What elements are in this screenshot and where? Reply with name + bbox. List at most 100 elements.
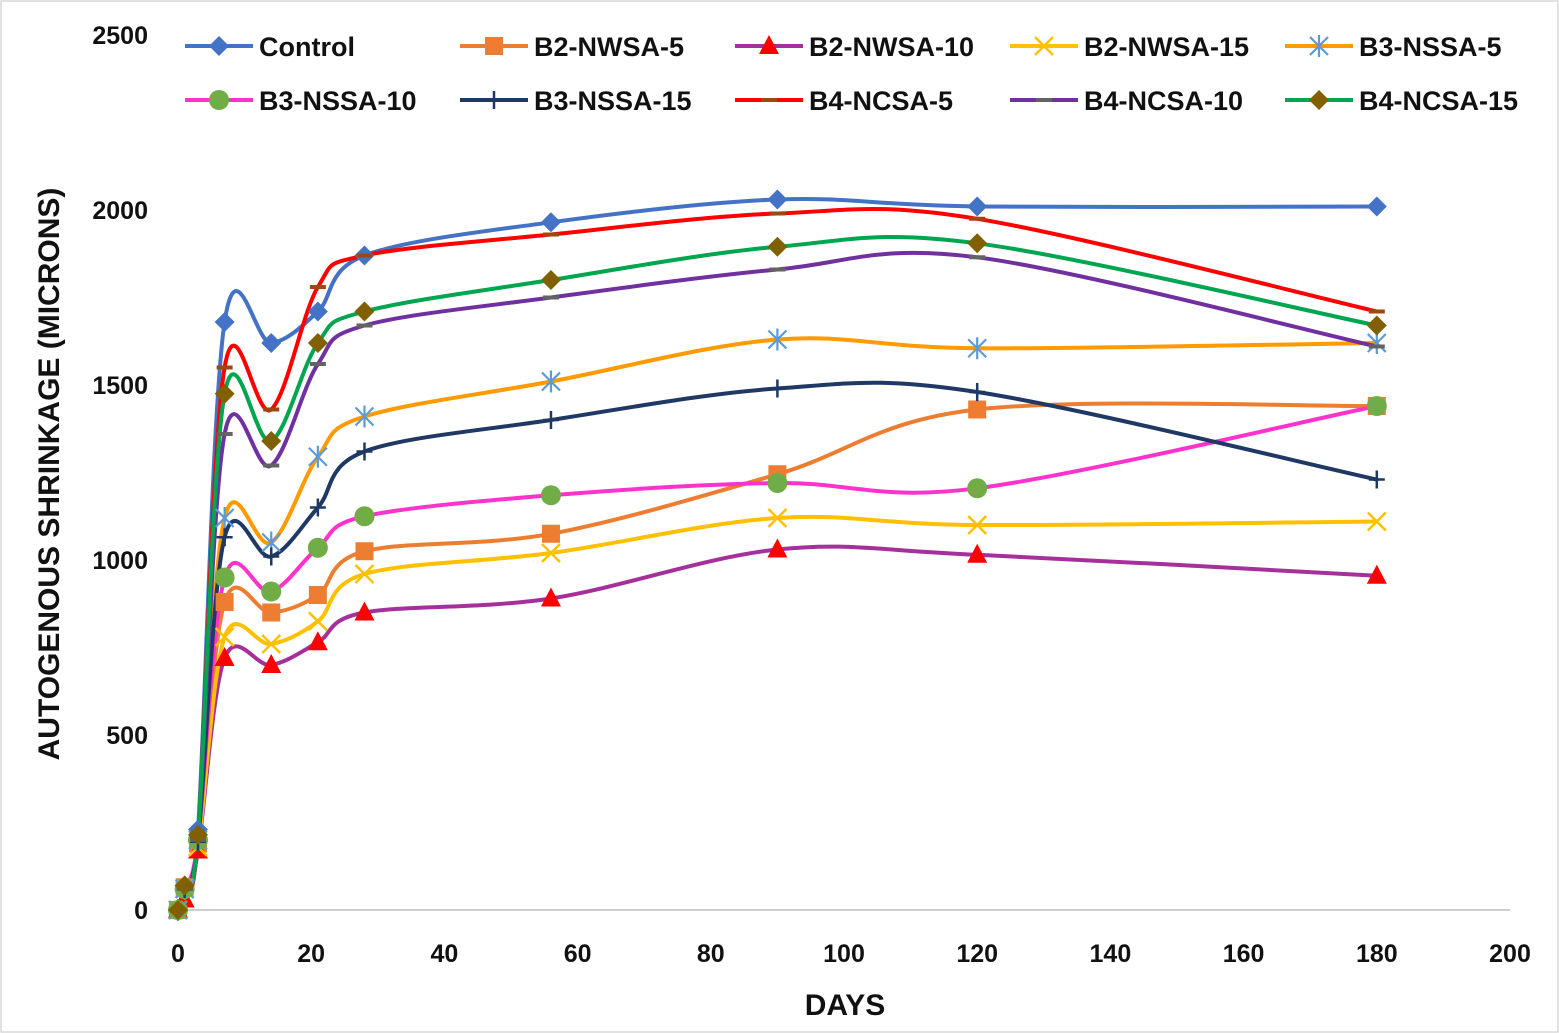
data-point (1367, 332, 1387, 354)
legend-item: B4-NCSA-15 (1285, 86, 1518, 116)
series-markers-10 (168, 233, 1387, 920)
data-point (542, 411, 559, 429)
x-axis-title: DAYS (805, 989, 886, 1022)
data-point (307, 301, 328, 322)
data-point (541, 370, 561, 393)
data-point (354, 506, 375, 527)
data-point (214, 647, 235, 666)
legend-swatch-marker (1309, 90, 1329, 110)
data-point (355, 542, 374, 561)
data-point (356, 253, 373, 258)
legend-item: B3-NSSA-5 (1285, 32, 1502, 62)
legend-item: B3-NSSA-10 (185, 86, 417, 116)
data-point (261, 654, 282, 673)
data-point (967, 196, 988, 217)
data-point (263, 547, 280, 566)
data-point (1366, 396, 1387, 416)
data-point (261, 634, 282, 654)
data-point (540, 587, 561, 607)
data-point (1366, 511, 1387, 532)
legend-item: B2-NWSA-15 (1010, 32, 1249, 62)
data-point (216, 432, 233, 436)
data-point (767, 538, 788, 558)
data-point (261, 333, 282, 353)
data-point (261, 431, 282, 451)
x-tick-label: 40 (430, 940, 458, 968)
data-point (542, 232, 559, 237)
data-point (214, 627, 235, 647)
legend-swatch-marker (486, 91, 502, 109)
data-point (214, 507, 235, 529)
data-point (307, 611, 328, 632)
data-point (767, 508, 788, 528)
x-tick-label: 20 (297, 940, 325, 968)
data-point (263, 407, 280, 412)
data-point (356, 323, 373, 328)
axes: 0 20 40 60 80 100 120 140 160 180 2000500100015002… (92, 22, 1530, 968)
data-point (308, 586, 327, 604)
series-line-10 (176, 234, 1379, 912)
data-point (354, 405, 375, 428)
data-point (769, 379, 786, 398)
data-point (542, 295, 559, 300)
data-point (214, 383, 235, 404)
data-point (1366, 196, 1387, 217)
data-point (1366, 564, 1387, 584)
legend-label: Control (259, 32, 355, 62)
data-point (967, 233, 988, 254)
data-point (354, 601, 375, 621)
data-point (262, 603, 281, 622)
data-point (174, 875, 195, 896)
data-point (1368, 470, 1385, 489)
data-point (769, 211, 786, 216)
data-point (308, 445, 328, 468)
data-point (967, 515, 988, 535)
legend-item: B3-NSSA-15 (460, 86, 692, 116)
data-point (216, 528, 233, 547)
y-tick-label: 500 (106, 722, 148, 750)
data-point (541, 524, 560, 543)
data-point (214, 567, 235, 588)
series-markers (168, 189, 1387, 921)
legend-swatch-marker (759, 35, 779, 54)
x-tick-label: 180 (1356, 940, 1398, 968)
data-point (263, 463, 280, 468)
legend-swatch-marker (1034, 36, 1054, 56)
data-point (967, 543, 988, 563)
legend-swatch-marker (209, 36, 229, 56)
data-point (969, 255, 986, 260)
data-point (540, 270, 561, 290)
data-point (541, 543, 561, 563)
data-point (307, 333, 328, 353)
data-point (767, 473, 788, 493)
legend: Control B2-NWSA-5 B2-NWSA-10 B2-NWSA-15 B3-N… (185, 32, 1518, 116)
legend-label: B4-NCSA-15 (1359, 86, 1518, 116)
data-point (356, 442, 373, 461)
legend-label: B4-NCSA-10 (1084, 86, 1243, 116)
legend-item: B4-NCSA-5 (735, 86, 953, 116)
data-point (307, 537, 328, 558)
legend-label: B2-NWSA-10 (809, 32, 974, 62)
y-axis-title: AUTOGENOUS SHRINKAGE (MICRONS) (33, 188, 66, 761)
data-point (767, 189, 788, 210)
legend-item: B4-NCSA-10 (1010, 86, 1243, 116)
legend-swatch-marker (761, 98, 777, 102)
x-tick-label: 120 (956, 940, 998, 968)
data-point (214, 312, 235, 332)
legend-swatch-marker (1309, 35, 1329, 57)
legend-swatch-marker (485, 37, 503, 55)
data-point (215, 593, 234, 611)
y-tick-label: 1000 (92, 547, 148, 575)
legend-label: B3-NSSA-15 (534, 86, 692, 116)
legend-label: B2-NWSA-5 (534, 32, 684, 62)
data-point (967, 337, 987, 360)
x-tick-label: 140 (1090, 940, 1132, 968)
data-point (354, 564, 375, 584)
data-point (767, 328, 788, 351)
data-point (216, 365, 233, 370)
data-point (309, 285, 326, 289)
data-point (168, 900, 188, 920)
y-tick-label: 0 (134, 897, 148, 925)
data-point (767, 236, 788, 257)
x-tick-label: 160 (1223, 940, 1265, 968)
